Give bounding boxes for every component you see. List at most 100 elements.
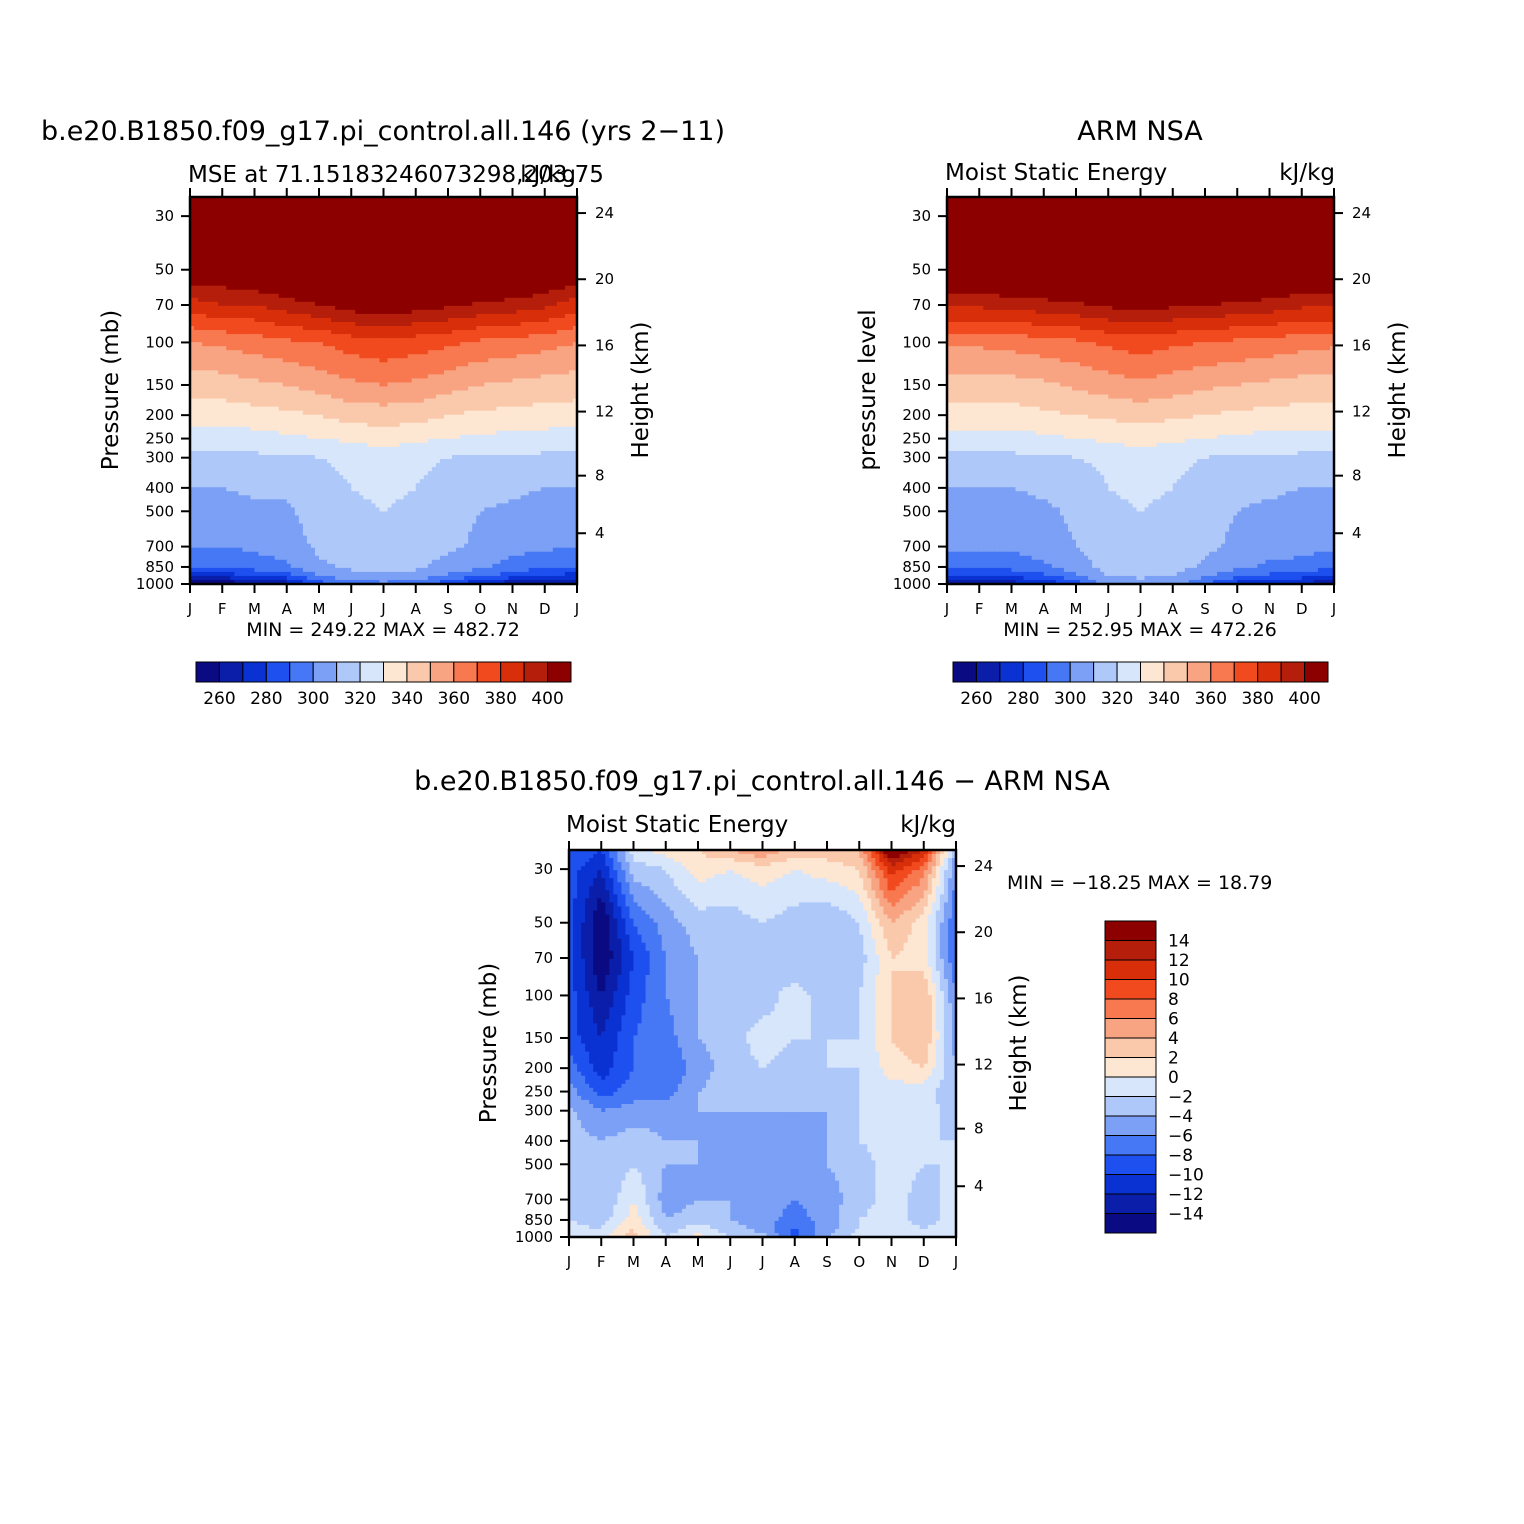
contour-cell	[448, 266, 453, 271]
contour-cell	[533, 298, 538, 303]
contour-cell	[565, 286, 570, 291]
contour-cell	[460, 334, 465, 339]
contour-cell	[194, 282, 199, 287]
contour-cell	[569, 354, 574, 359]
contour-cell	[541, 249, 546, 254]
contour-cell	[468, 358, 473, 363]
contour-cell	[311, 229, 316, 234]
contour-cell	[363, 253, 368, 258]
contour-cell	[432, 201, 437, 206]
contour-cell	[537, 318, 542, 323]
contour-cell	[557, 209, 562, 214]
contour-cell	[359, 262, 364, 267]
contour-cell	[355, 362, 360, 367]
contour-cell	[492, 233, 497, 238]
contour-cell	[234, 217, 239, 222]
contour-cell	[234, 278, 239, 283]
contour-cell	[359, 233, 364, 238]
contour-cell	[375, 290, 380, 295]
contour-cell	[525, 290, 530, 295]
contour-cell	[484, 249, 489, 254]
contour-cell	[416, 249, 421, 254]
contour-cell	[541, 326, 546, 331]
contour-cell	[271, 229, 276, 234]
contour-cell	[311, 294, 316, 299]
contour-cell	[315, 358, 320, 363]
contour-cell	[263, 306, 268, 311]
contour-cell	[392, 346, 397, 351]
contour-cell	[327, 253, 332, 258]
contour-cell	[408, 233, 413, 238]
contour-cell	[565, 249, 570, 254]
contour-cell	[553, 253, 558, 258]
contour-cell	[375, 370, 380, 375]
contour-cell	[238, 290, 243, 295]
contour-cell	[565, 253, 570, 258]
contour-cell	[194, 201, 199, 206]
contour-cell	[291, 286, 296, 291]
contour-cell	[468, 201, 473, 206]
contour-cell	[460, 225, 465, 230]
contour-cell	[287, 282, 292, 287]
contour-cell	[525, 346, 530, 351]
contour-cell	[545, 306, 550, 311]
contour-cell	[420, 286, 425, 291]
contour-cell	[504, 318, 509, 323]
contour-cell	[392, 229, 397, 234]
contour-cell	[371, 217, 376, 222]
contour-cell	[533, 201, 538, 206]
contour-cell	[484, 229, 489, 234]
contour-cell	[222, 370, 227, 375]
contour-cell	[303, 229, 308, 234]
contour-cell	[529, 253, 534, 258]
contour-cell	[238, 221, 243, 226]
contour-cell	[420, 274, 425, 279]
contour-cell	[476, 221, 481, 226]
contour-cell	[206, 282, 211, 287]
contour-cell	[569, 318, 574, 323]
contour-cell	[428, 262, 433, 267]
contour-cell	[299, 282, 304, 287]
contour-cell	[569, 342, 574, 347]
contour-cell	[553, 314, 558, 319]
contour-cell	[553, 213, 558, 218]
contour-cell	[347, 237, 352, 242]
contour-cell	[541, 221, 546, 226]
contour-cell	[561, 278, 566, 283]
contour-cell	[492, 326, 497, 331]
contour-cell	[541, 294, 546, 299]
contour-cell	[238, 257, 243, 262]
contour-cell	[464, 205, 469, 210]
contour-cell	[323, 362, 328, 367]
contour-cell	[343, 286, 348, 291]
contour-cell	[513, 306, 518, 311]
contour-cell	[420, 342, 425, 347]
contour-cell	[206, 298, 211, 303]
contour-cell	[460, 209, 465, 214]
contour-cell	[335, 241, 340, 246]
contour-cell	[198, 354, 203, 359]
contour-cell	[428, 294, 433, 299]
contour-cell	[291, 350, 296, 355]
contour-cell	[275, 294, 280, 299]
contour-cell	[545, 350, 550, 355]
contour-cell	[508, 298, 513, 303]
contour-cell	[375, 225, 380, 230]
contour-cell	[234, 209, 239, 214]
contour-cell	[275, 358, 280, 363]
contour-cell	[392, 306, 397, 311]
contour-cell	[500, 350, 505, 355]
contour-cell	[533, 294, 538, 299]
contour-cell	[553, 362, 558, 367]
contour-cell	[279, 257, 284, 262]
contour-cell	[319, 298, 324, 303]
contour-cell	[359, 266, 364, 271]
contour-cell	[347, 322, 352, 327]
contour-cell	[214, 350, 219, 355]
contour-cell	[452, 342, 457, 347]
contour-cell	[206, 302, 211, 307]
contour-cell	[496, 298, 501, 303]
contour-cell	[476, 262, 481, 267]
contour-cell	[303, 346, 308, 351]
contour-cell	[545, 249, 550, 254]
